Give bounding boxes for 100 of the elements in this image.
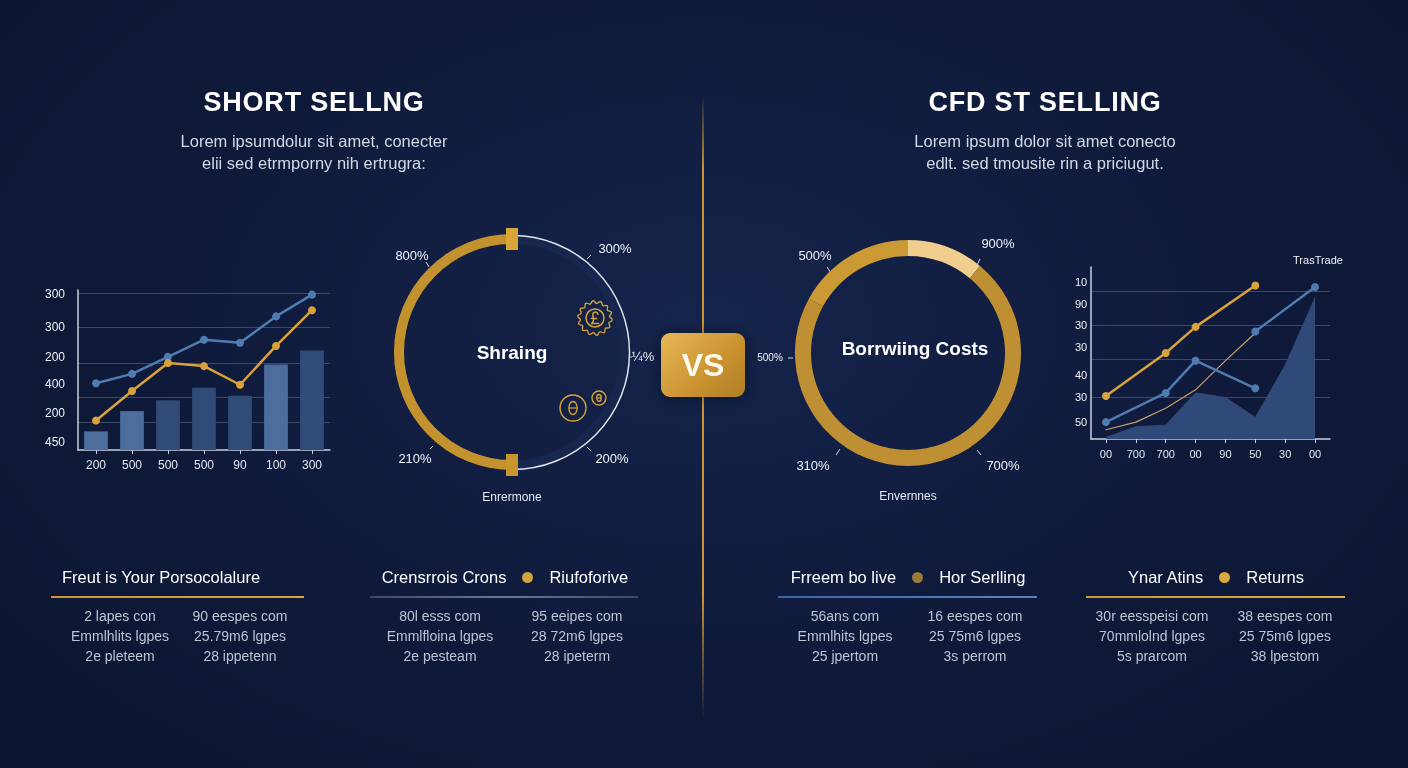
text: 5s prarcom: [1116, 648, 1188, 664]
text: 210%: [398, 451, 432, 467]
text: Emmlhlits lgpes: [70, 628, 170, 644]
text: 30r eesspeisi com: [1095, 608, 1209, 624]
x-tick-label: 300: [301, 458, 323, 472]
point: [1191, 322, 1200, 331]
text: 2e pesteam: [403, 648, 477, 664]
text: 30: [1074, 391, 1088, 404]
text: ¼%: [631, 349, 655, 365]
x-tick-label: 30: [1279, 447, 1292, 460]
text: 90 eespes com: [192, 608, 288, 624]
point: [1251, 327, 1260, 336]
bar: [228, 395, 252, 450]
point: [1101, 418, 1110, 427]
text: 450: [44, 434, 66, 449]
text: 28 72m6 lgpes: [531, 628, 623, 644]
point: [272, 312, 280, 321]
text: 50: [1074, 416, 1088, 429]
text: Borrwiing Costs: [841, 338, 989, 359]
text: CFD ST SELLING: [928, 87, 1162, 117]
point: [164, 359, 172, 368]
point: [92, 416, 100, 425]
text: 95 eeipes com: [531, 608, 623, 624]
x-tick-label: 90: [1219, 447, 1232, 460]
text: 300: [44, 286, 66, 301]
text: 700%: [986, 458, 1020, 474]
text: Lorem ipsumdolur sit amet, conecter elii sed etrmporny nih ertrugra:: [180, 132, 448, 172]
text: Hor Serlling: [939, 567, 1026, 587]
bar: [120, 411, 144, 450]
point: [1191, 356, 1200, 365]
text: 38 eespes com: [1237, 608, 1333, 624]
x-tick-label: 200: [85, 458, 107, 472]
text: Returns: [1246, 567, 1304, 587]
text: 200%: [595, 451, 629, 467]
point: [236, 338, 244, 347]
x-tick-label: 500: [157, 458, 179, 472]
text: 25 jpertom: [811, 648, 879, 664]
bar: [300, 350, 324, 450]
text: Emmlfloina lgpes: [386, 628, 494, 644]
point: [1101, 392, 1110, 400]
point: [1251, 281, 1260, 290]
text: 56ans com: [810, 608, 880, 624]
x-tick-label: 700: [1156, 447, 1175, 460]
text: 500%: [798, 248, 832, 264]
point: [1161, 349, 1170, 357]
text: Shraing: [476, 342, 548, 363]
text: Ynar Atins: [1128, 567, 1204, 587]
point: [92, 379, 100, 388]
text: TrasTrade: [1293, 254, 1343, 267]
x-tick-label: 00: [1308, 447, 1322, 460]
x-tick-label: 500: [121, 458, 143, 472]
x-tick-label: 00: [1189, 447, 1202, 460]
text: Envernnes: [879, 489, 937, 503]
point: [272, 341, 280, 350]
point: [128, 369, 136, 378]
x-tick-label: 100: [265, 458, 287, 472]
point: [1311, 282, 1320, 291]
bar: [84, 431, 108, 450]
text: 30: [1074, 341, 1088, 354]
text: 2 lapes con: [84, 608, 156, 624]
bar: [192, 387, 216, 450]
text: Freut is Your Porsocolalure: [62, 567, 261, 587]
text: 800%: [395, 248, 429, 264]
text: Emmlhits lgpes: [797, 628, 893, 644]
text: 80l esss com: [399, 608, 481, 624]
text: 25.79m6 lgpes: [194, 628, 286, 644]
point: [308, 306, 316, 315]
x-tick-label: 700: [1126, 447, 1145, 460]
text: Riufoforive: [549, 567, 629, 587]
x-tick-label: 00: [1099, 447, 1113, 460]
text: 25 75m6 lgpes: [1239, 628, 1331, 644]
x-tick-label: 90: [233, 458, 247, 472]
bar: [156, 400, 180, 450]
text: 200: [44, 405, 66, 420]
text: 3s perrom: [943, 648, 1007, 664]
text: 70mmlolnd lgpes: [1099, 628, 1205, 644]
point: [128, 386, 136, 395]
text: 300%: [598, 241, 632, 257]
text: 38 lpestom: [1250, 648, 1320, 664]
x-tick-label: 50: [1249, 447, 1262, 460]
text: 900%: [981, 236, 1015, 252]
text: 10: [1074, 276, 1088, 289]
text: 28 ippetenn: [203, 648, 277, 664]
text: 90: [1074, 298, 1088, 311]
text: 500%: [757, 352, 783, 363]
point: [1161, 388, 1170, 397]
text: 310%: [796, 458, 830, 474]
point: [236, 380, 244, 389]
text: VS: [681, 346, 725, 384]
text: 400: [44, 376, 66, 391]
text: Crensrrois Crons: [381, 567, 507, 587]
text: 28 ipeterm: [543, 648, 611, 664]
text: 300: [44, 319, 66, 334]
point: [1251, 384, 1260, 393]
text: Lorem ipsum dolor sit amet conecto edlt. sed tmousite rin a priciugut.: [914, 132, 1176, 172]
text: 25 75m6 lgpes: [929, 628, 1021, 644]
text: 30: [1074, 319, 1088, 332]
x-tick-label: 500: [193, 458, 215, 472]
text: SHORT SELLNG: [203, 87, 425, 117]
text: 2e pleteem: [85, 648, 155, 664]
